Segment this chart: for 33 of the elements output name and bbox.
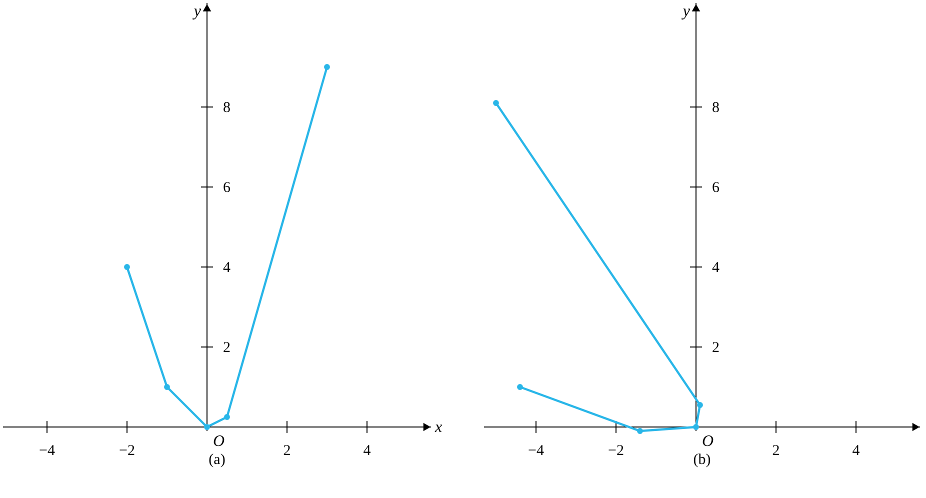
y-tick-label: 2 (223, 340, 230, 356)
x-tick-label: −2 (119, 443, 135, 459)
y-tick-label: 6 (712, 180, 720, 196)
point (493, 100, 499, 106)
text: (a) (208, 452, 226, 468)
annotation: O (213, 433, 225, 450)
text: (b) (693, 452, 711, 468)
x-tick-label: −2 (608, 443, 624, 459)
x-tick-label: −4 (528, 443, 544, 459)
x-tick-label: 4 (852, 443, 860, 459)
annotation: O (702, 433, 714, 450)
y-axis-title: y (680, 3, 691, 20)
point (697, 402, 703, 408)
y-tick-label: 6 (223, 180, 231, 196)
y-tick-label: 4 (712, 260, 720, 276)
x-axis-title: x (434, 419, 442, 436)
point (124, 264, 130, 270)
point (164, 384, 170, 390)
point (693, 424, 699, 430)
y-tick-label: 8 (712, 100, 720, 116)
y-tick-label: 8 (223, 100, 230, 116)
x-tick-label: 2 (283, 443, 291, 459)
y-axis-title: y (192, 3, 202, 20)
x-tick-label: 4 (363, 443, 372, 459)
point (204, 424, 210, 430)
y-tick-label: 4 (223, 260, 231, 276)
point (637, 428, 643, 434)
point (517, 384, 523, 390)
x-tick-label: −4 (39, 443, 56, 459)
x-tick-label: 2 (772, 443, 780, 459)
point (324, 64, 330, 70)
y-tick-label: 2 (712, 340, 720, 356)
point (224, 414, 230, 420)
